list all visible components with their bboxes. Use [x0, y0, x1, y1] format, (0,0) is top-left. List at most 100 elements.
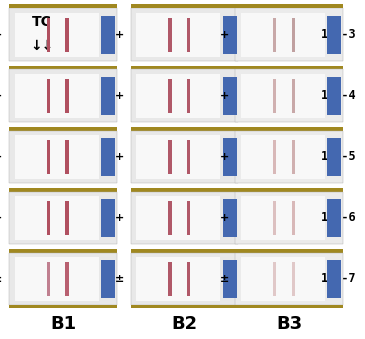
Bar	[235, 188, 343, 192]
Bar	[47, 79, 50, 113]
Bar	[47, 140, 50, 174]
Bar	[273, 262, 276, 296]
Text: +: +	[220, 30, 229, 40]
Bar	[101, 16, 115, 54]
Text: ±: ±	[220, 274, 229, 284]
Bar	[273, 18, 276, 52]
Bar	[9, 192, 117, 244]
Bar	[101, 199, 115, 237]
Bar	[235, 8, 343, 61]
Bar	[235, 66, 343, 69]
Bar	[235, 4, 343, 8]
Bar	[168, 262, 172, 296]
Text: +: +	[220, 91, 229, 101]
Bar	[131, 253, 238, 305]
Bar	[168, 140, 172, 174]
Bar	[136, 13, 220, 57]
Bar	[168, 201, 172, 235]
Bar	[327, 260, 341, 298]
Bar	[131, 305, 238, 307]
Text: +: +	[0, 152, 3, 162]
Text: +: +	[115, 30, 124, 40]
Bar	[15, 257, 99, 301]
Bar	[241, 13, 325, 57]
Bar	[292, 201, 295, 235]
Text: 10E-3: 10E-3	[321, 28, 357, 41]
Bar	[15, 74, 99, 118]
Bar	[9, 305, 117, 307]
Text: +: +	[115, 152, 124, 162]
Bar	[168, 79, 172, 113]
Bar	[235, 253, 343, 305]
Bar	[292, 18, 295, 52]
Bar	[9, 66, 117, 69]
Bar	[223, 16, 237, 54]
Bar	[241, 74, 325, 118]
Bar	[9, 4, 117, 8]
Bar	[327, 138, 341, 176]
Text: ↓↓: ↓↓	[30, 39, 54, 53]
Bar	[273, 79, 276, 113]
Text: B3: B3	[276, 315, 302, 333]
Bar	[131, 127, 238, 131]
Bar	[241, 257, 325, 301]
Text: +: +	[0, 213, 3, 223]
Bar	[292, 79, 295, 113]
Bar	[235, 69, 343, 122]
Bar	[223, 199, 237, 237]
Bar	[65, 79, 69, 113]
Bar	[131, 69, 238, 122]
Bar	[168, 18, 172, 52]
Text: +: +	[0, 91, 3, 101]
Bar	[131, 131, 238, 183]
Bar	[65, 201, 69, 235]
Bar	[273, 140, 276, 174]
Text: +: +	[0, 30, 3, 40]
Bar	[327, 16, 341, 54]
Bar	[235, 192, 343, 244]
Bar	[235, 305, 343, 307]
Bar	[187, 140, 190, 174]
Bar	[327, 77, 341, 115]
Bar	[241, 135, 325, 179]
Text: TC: TC	[32, 15, 52, 29]
Bar	[136, 196, 220, 240]
Text: 10E-6: 10E-6	[321, 211, 357, 224]
Bar	[187, 201, 190, 235]
Bar	[65, 18, 69, 52]
Bar	[15, 196, 99, 240]
Bar	[131, 192, 238, 244]
Bar	[223, 77, 237, 115]
Bar	[131, 8, 238, 61]
Bar	[101, 77, 115, 115]
Text: 10E-5: 10E-5	[321, 150, 357, 163]
Bar	[136, 257, 220, 301]
Text: B2: B2	[172, 315, 197, 333]
Bar	[47, 262, 50, 296]
Bar	[9, 131, 117, 183]
Bar	[9, 249, 117, 253]
Bar	[65, 140, 69, 174]
Bar	[187, 262, 190, 296]
Bar	[131, 188, 238, 192]
Bar	[136, 74, 220, 118]
Bar	[187, 18, 190, 52]
Text: +: +	[115, 213, 124, 223]
Bar	[9, 8, 117, 61]
Bar	[223, 138, 237, 176]
Bar	[47, 201, 50, 235]
Bar	[15, 135, 99, 179]
Bar	[131, 249, 238, 253]
Text: 10E-7: 10E-7	[321, 272, 357, 285]
Bar	[292, 140, 295, 174]
Text: 10E-4: 10E-4	[321, 89, 357, 102]
Bar	[235, 131, 343, 183]
Bar	[235, 249, 343, 253]
Bar	[131, 66, 238, 69]
Bar	[101, 138, 115, 176]
Text: +: +	[115, 91, 124, 101]
Bar	[273, 201, 276, 235]
Bar	[9, 127, 117, 131]
Bar	[9, 188, 117, 192]
Bar	[9, 69, 117, 122]
